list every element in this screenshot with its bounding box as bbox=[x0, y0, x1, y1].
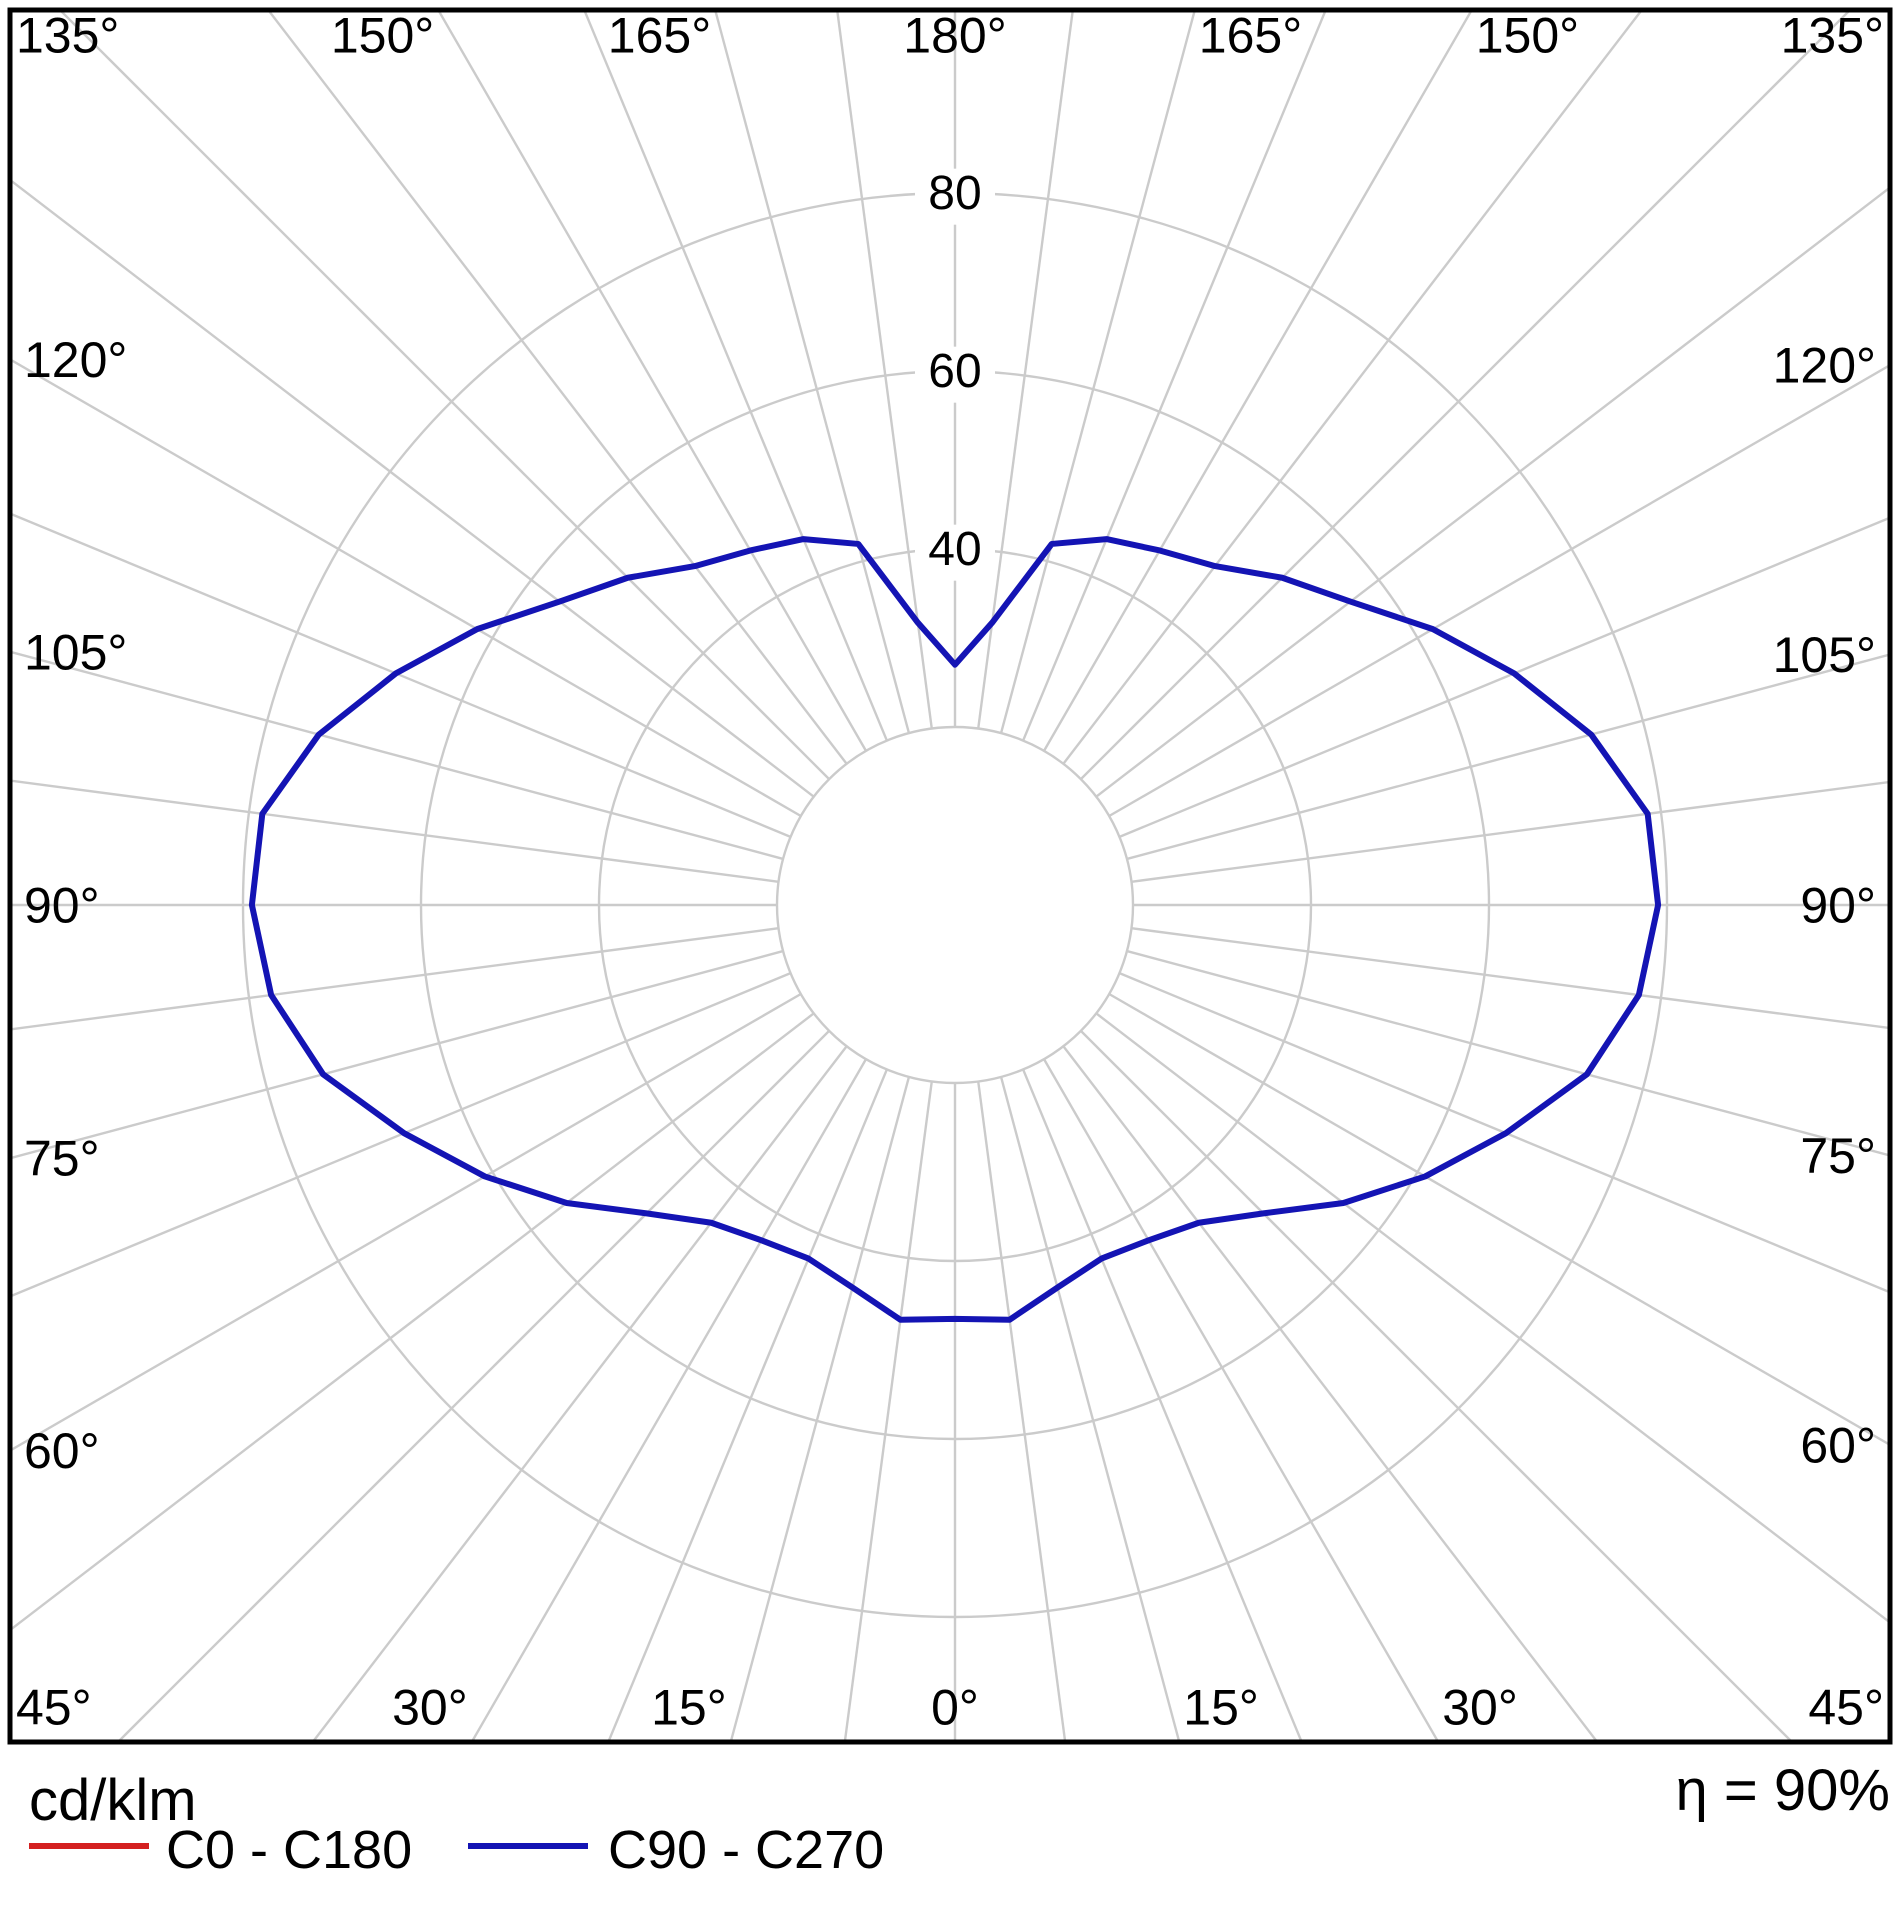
svg-text:45°: 45° bbox=[1808, 1680, 1884, 1736]
svg-text:80: 80 bbox=[928, 167, 981, 220]
svg-text:30°: 30° bbox=[1442, 1680, 1518, 1736]
svg-text:90°: 90° bbox=[24, 878, 100, 934]
svg-text:60°: 60° bbox=[1800, 1417, 1876, 1473]
svg-text:75°: 75° bbox=[24, 1131, 100, 1187]
svg-text:135°: 135° bbox=[1781, 8, 1884, 64]
svg-text:C0 - C180: C0 - C180 bbox=[166, 1820, 412, 1880]
svg-text:120°: 120° bbox=[24, 332, 127, 388]
svg-text:135°: 135° bbox=[16, 8, 119, 64]
svg-text:180°: 180° bbox=[903, 8, 1006, 64]
svg-text:0°: 0° bbox=[931, 1680, 979, 1736]
svg-text:60: 60 bbox=[928, 345, 981, 398]
svg-text:60°: 60° bbox=[24, 1423, 100, 1479]
svg-text:105°: 105° bbox=[24, 624, 127, 680]
svg-text:165°: 165° bbox=[1199, 8, 1302, 64]
svg-text:105°: 105° bbox=[1773, 627, 1876, 683]
svg-text:150°: 150° bbox=[1476, 8, 1579, 64]
svg-text:120°: 120° bbox=[1773, 338, 1876, 394]
svg-text:150°: 150° bbox=[331, 8, 434, 64]
svg-text:30°: 30° bbox=[392, 1680, 468, 1736]
svg-text:C90 - C270: C90 - C270 bbox=[608, 1820, 884, 1880]
svg-text:η = 90%: η = 90% bbox=[1676, 1758, 1890, 1823]
svg-text:15°: 15° bbox=[651, 1680, 727, 1736]
svg-text:90°: 90° bbox=[1800, 878, 1876, 934]
svg-text:15°: 15° bbox=[1183, 1680, 1259, 1736]
svg-text:165°: 165° bbox=[608, 8, 711, 64]
svg-text:40: 40 bbox=[928, 523, 981, 576]
svg-text:45°: 45° bbox=[16, 1680, 92, 1736]
svg-text:75°: 75° bbox=[1800, 1128, 1876, 1184]
